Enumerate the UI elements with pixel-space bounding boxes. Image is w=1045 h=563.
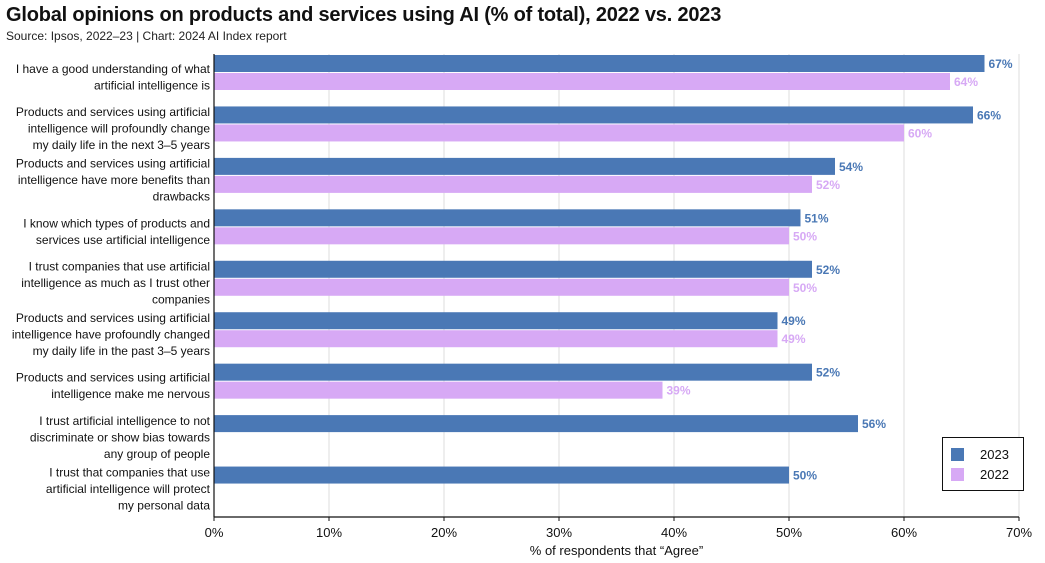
bar-2022 <box>214 227 789 245</box>
data-label-2022: 50% <box>793 229 817 243</box>
data-label-2023: 50% <box>793 469 817 483</box>
data-label-2022: 52% <box>816 178 840 192</box>
category-label: drawbacks <box>153 190 210 204</box>
legend-label-2022: 2022 <box>980 466 1009 482</box>
data-label-2023: 54% <box>839 160 863 174</box>
x-tick-label: 40% <box>661 525 687 540</box>
category-label: Products and services using artificial <box>16 157 210 171</box>
legend-label-2023: 2023 <box>980 446 1009 462</box>
x-tick-label: 30% <box>546 525 572 540</box>
x-tick-label: 10% <box>316 525 342 540</box>
x-tick-label: 70% <box>1006 525 1032 540</box>
category-label: artificial intelligence is <box>94 78 210 92</box>
data-label-2023: 52% <box>816 263 840 277</box>
legend-swatch-2022 <box>951 467 964 481</box>
category-label: I trust artificial intelligence to not <box>39 414 210 428</box>
data-label-2023: 52% <box>816 366 840 380</box>
bar-2023 <box>214 157 835 175</box>
category-label: intelligence will profoundly change <box>28 122 210 136</box>
legend: 2023 2022 <box>942 437 1024 491</box>
legend-swatch-2023 <box>951 447 964 461</box>
legend-item-2022: 2022 <box>951 464 1015 484</box>
bar-2022 <box>214 278 789 296</box>
chart-title: Global opinions on products and services… <box>6 4 722 26</box>
category-label: Products and services using artificial <box>16 371 210 385</box>
category-label: services use artificial intelligence <box>36 233 210 247</box>
category-label: I know which types of products and <box>23 216 210 230</box>
x-tick-label: 50% <box>776 525 802 540</box>
category-label: my daily life in the past 3–5 years <box>33 344 210 358</box>
category-label: I have a good understanding of what <box>16 62 211 76</box>
category-label: intelligence as much as I trust other <box>21 276 210 290</box>
data-label-2022: 39% <box>667 384 691 398</box>
data-label-2022: 50% <box>793 281 817 295</box>
bar-2022 <box>214 124 904 142</box>
category-label: intelligence make me nervous <box>51 387 210 401</box>
data-label-2023: 66% <box>977 108 1001 122</box>
bar-2022 <box>214 175 812 193</box>
bar-2022 <box>214 330 778 348</box>
data-label-2023: 67% <box>989 57 1013 71</box>
x-tick-label: 20% <box>431 525 457 540</box>
data-label-2023: 56% <box>862 417 886 431</box>
data-label-2022: 64% <box>954 75 978 89</box>
data-label-2023: 49% <box>782 314 806 328</box>
bar-2023 <box>214 209 801 227</box>
category-label: I trust that companies that use <box>49 465 210 479</box>
legend-item-2023: 2023 <box>951 444 1015 464</box>
bar-2023 <box>214 415 858 433</box>
category-label: artificial intelligence will protect <box>46 482 211 496</box>
x-tick-label: 0% <box>205 525 224 540</box>
bar-2023 <box>214 312 778 330</box>
bar-2023 <box>214 106 973 124</box>
category-label: any group of people <box>104 447 210 461</box>
x-axis-title: % of respondents that “Agree” <box>530 543 703 558</box>
category-label: Products and services using artificial <box>16 105 210 119</box>
bar-2022 <box>214 73 950 90</box>
bar-2022 <box>214 381 663 399</box>
chart-subtitle: Source: Ipsos, 2022–23 | Chart: 2024 AI … <box>6 29 287 43</box>
category-label: discriminate or show bias towards <box>30 430 210 444</box>
category-label: intelligence have more benefits than <box>18 173 210 187</box>
data-label-2023: 51% <box>805 211 829 225</box>
data-label-2022: 60% <box>908 126 932 140</box>
category-label: intelligence have profoundly changed <box>12 327 210 341</box>
x-tick-label: 60% <box>891 525 917 540</box>
category-label: companies <box>152 293 210 307</box>
bar-2023 <box>214 55 985 72</box>
category-label: Products and services using artificial <box>16 311 210 325</box>
data-label-2022: 49% <box>782 332 806 346</box>
category-label: my daily life in the next 3–5 years <box>33 138 210 152</box>
category-label: my personal data <box>118 498 210 512</box>
bar-2023 <box>214 363 812 381</box>
bar-2023 <box>214 466 789 484</box>
category-label: I trust companies that use artificial <box>29 260 210 274</box>
bar-2023 <box>214 260 812 278</box>
